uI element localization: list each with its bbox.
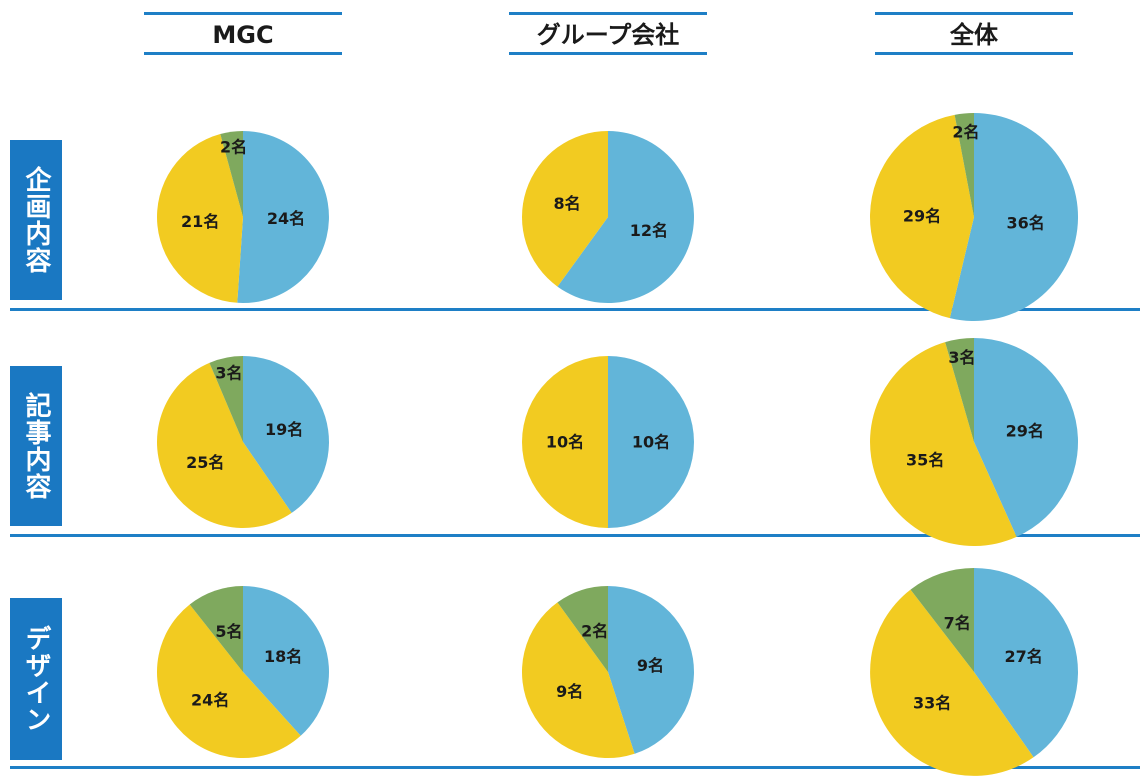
header-rule-top <box>875 12 1073 15</box>
header-rule-bottom <box>144 52 342 55</box>
header-rule-bottom <box>509 52 707 55</box>
pie-slice-label: 5名 <box>215 622 242 641</box>
pie-slice-label: 36名 <box>1006 214 1044 233</box>
pie-slice-label: 21名 <box>181 212 219 231</box>
column-header-group: グループ会社 <box>509 12 707 56</box>
pie-slice-label: 7名 <box>944 613 971 632</box>
pie-slice-green <box>954 112 974 217</box>
column-header-label: グループ会社 <box>536 21 680 49</box>
pie-slice-label: 18名 <box>264 647 302 666</box>
pie-slice-green <box>910 568 974 672</box>
row-divider <box>10 534 1140 537</box>
pie-slice-blue <box>243 586 330 736</box>
pie-slice-blue <box>608 586 695 754</box>
pie-slice-label: 24名 <box>191 690 229 709</box>
column-header-label: 全体 <box>950 21 998 49</box>
pie-slice-blue <box>974 338 1079 537</box>
pie-slice-blue <box>949 113 1079 321</box>
pie-slice-label: 35名 <box>906 450 944 469</box>
pie-slice-green <box>945 338 974 442</box>
pie-chart: 36名 29名 2名 <box>870 112 1079 321</box>
pie-chart: 12名 8名 <box>521 131 694 303</box>
pie-slice-label: 3名 <box>948 348 975 367</box>
row-label-planning: 企画内容 <box>10 140 62 300</box>
pie-slice-label: 27名 <box>1004 647 1042 666</box>
pie-slice-yellow <box>521 131 608 287</box>
pie-slice-blue <box>557 131 694 303</box>
pie-slice-yellow <box>156 604 301 759</box>
pie-slice-green <box>209 356 243 442</box>
pie-slice-label: 10名 <box>546 433 584 452</box>
pie-slice-yellow <box>156 362 292 528</box>
pie-slice-label: 29名 <box>1006 422 1044 441</box>
pie-chart: 29名 35名 3名 <box>870 338 1079 546</box>
pie-slice-label: 10名 <box>632 433 670 452</box>
pie-slice-yellow <box>870 342 1017 546</box>
pie-slice-label: 9名 <box>637 656 664 675</box>
column-header-total: 全体 <box>875 12 1073 56</box>
pie-slice-label: 2名 <box>952 123 979 142</box>
column-header-label: MGC <box>212 21 274 49</box>
pie-slice-label: 33名 <box>913 693 951 712</box>
pie-slice-blue <box>237 131 329 303</box>
pie-chart: 24名 21名 2名 <box>157 131 329 303</box>
row-divider <box>10 766 1140 769</box>
pie-slice-yellow <box>522 356 608 528</box>
header-rule-top <box>509 12 707 15</box>
pie-slice-label: 25名 <box>186 453 224 472</box>
pie-slice-green <box>220 131 243 217</box>
pie-slice-blue <box>974 568 1078 758</box>
pie-slice-label: 3名 <box>215 363 242 382</box>
header-rule-bottom <box>875 52 1073 55</box>
pie-chart: 27名 33名 7名 <box>870 568 1078 776</box>
row-label-design: デザイン <box>10 598 62 760</box>
pie-slice-label: 2名 <box>220 138 247 157</box>
pie-slice-label: 12名 <box>630 221 668 240</box>
pie-slice-green <box>189 586 243 672</box>
pie-slice-yellow <box>521 602 635 759</box>
pie-slice-label: 2名 <box>581 622 608 641</box>
pie-chart: 18名 24名 5名 <box>156 586 330 759</box>
pie-chart: 9名 9名 2名 <box>521 586 695 759</box>
pie-slice-label: 29名 <box>903 206 941 225</box>
header-rule-top <box>144 12 342 15</box>
row-label-articles: 記事内容 <box>10 366 62 526</box>
column-header-mgc: MGC <box>144 12 342 56</box>
pie-chart: 10名 10名 <box>522 356 694 528</box>
pie-slice-label: 24名 <box>267 209 305 228</box>
pie-slice-label: 19名 <box>265 420 303 439</box>
pie-slice-yellow <box>870 589 1034 776</box>
pie-chart: 19名 25名 3名 <box>156 356 329 528</box>
row-divider <box>10 308 1140 311</box>
pie-slice-green <box>557 586 608 672</box>
pie-slice-yellow <box>870 114 974 319</box>
pie-slice-label: 9名 <box>556 682 583 701</box>
pie-slice-yellow <box>157 134 243 303</box>
pie-slice-blue <box>243 356 329 513</box>
pie-slice-label: 8名 <box>554 194 581 213</box>
pie-slice-blue <box>608 356 694 528</box>
